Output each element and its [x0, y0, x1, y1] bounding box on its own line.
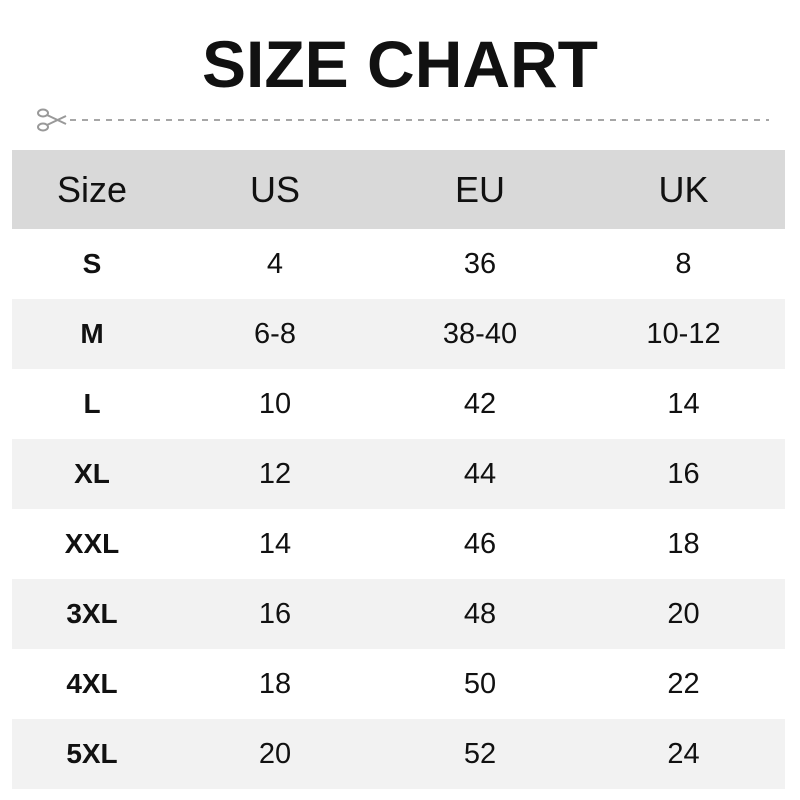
cell-size: L — [83, 388, 101, 419]
cell-eu: 44 — [463, 457, 497, 490]
cell-us: 14 — [258, 527, 292, 560]
cell-uk: 16 — [667, 457, 700, 490]
cell-eu: 38-40 — [442, 317, 518, 350]
cell-uk: 24 — [667, 737, 700, 770]
cell-uk: 8 — [675, 247, 692, 280]
cell-eu: 36 — [463, 247, 497, 280]
table-row: M 6-8 38-40 10-12 — [12, 299, 785, 369]
cell-size: M — [80, 318, 104, 349]
header-size: Size — [56, 168, 128, 210]
table-row: 5XL 20 52 24 — [12, 719, 785, 789]
table-row: XL 12 44 16 — [12, 439, 785, 509]
cell-us: 20 — [258, 737, 292, 770]
header-uk: UK — [658, 168, 709, 210]
cell-size: XXL — [64, 528, 120, 559]
cell-size: 5XL — [66, 738, 118, 769]
cell-eu: 50 — [463, 667, 497, 700]
table-row: XXL 14 46 18 — [12, 509, 785, 579]
cell-us: 4 — [266, 247, 284, 280]
table-header-row: Size US EU UK — [12, 150, 785, 229]
cell-us: 12 — [258, 457, 292, 490]
table-row: S 4 36 8 — [12, 229, 785, 299]
table-row: 3XL 16 48 20 — [12, 579, 785, 649]
cell-uk: 14 — [667, 387, 700, 420]
table-row: 4XL 18 50 22 — [12, 649, 785, 719]
cell-size: XL — [74, 458, 110, 489]
cell-us: 10 — [258, 387, 292, 420]
cell-eu: 42 — [463, 387, 497, 420]
cell-uk: 20 — [667, 597, 700, 630]
cut-line — [37, 108, 769, 132]
cell-size: 4XL — [66, 668, 118, 699]
cell-us: 6-8 — [254, 317, 296, 350]
page-title: SIZE CHART — [202, 27, 598, 101]
cell-uk: 22 — [667, 667, 700, 700]
scissors-icon — [37, 108, 67, 132]
size-table: Size US EU UK S 4 36 8 M 6-8 38-40 10-12 L 10 42 14… — [12, 150, 785, 789]
cell-us: 18 — [258, 667, 292, 700]
cell-size: S — [82, 248, 102, 279]
table-row: L 10 42 14 — [12, 369, 785, 439]
cell-size: 3XL — [66, 598, 118, 629]
cell-eu: 46 — [463, 527, 497, 560]
header-us: US — [249, 168, 300, 210]
cell-eu: 52 — [463, 737, 497, 770]
cell-uk: 18 — [667, 527, 700, 560]
cell-uk: 10-12 — [646, 317, 721, 350]
header-eu: EU — [454, 168, 505, 210]
cell-eu: 48 — [463, 597, 497, 630]
cell-us: 16 — [258, 597, 292, 630]
